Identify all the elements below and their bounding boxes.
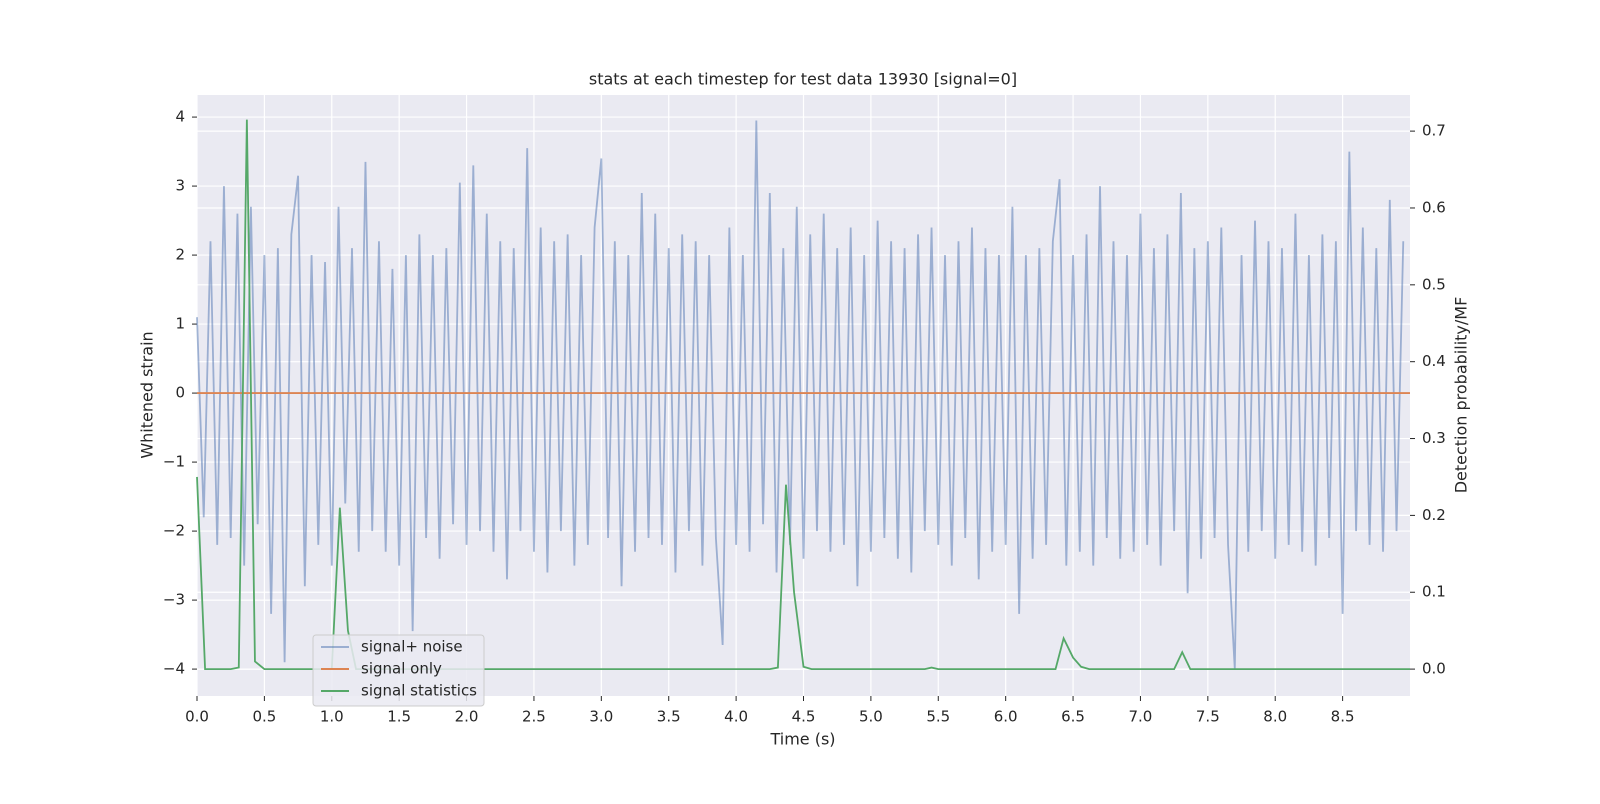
x-tick-label: 2.5 — [522, 708, 546, 726]
y2-tick-label: 0.5 — [1422, 275, 1446, 293]
y2-tick-label: 0.2 — [1422, 506, 1446, 524]
y-tick-label: −3 — [163, 591, 185, 609]
x-tick-label: 4.5 — [792, 708, 816, 726]
y2-tick-label: 0.4 — [1422, 352, 1446, 370]
x-tick-label: 6.5 — [1061, 708, 1085, 726]
x-tick-label: 7.0 — [1129, 708, 1153, 726]
legend-box — [312, 634, 485, 707]
y-tick-label: 4 — [175, 108, 185, 126]
x-tick-label: 5.5 — [926, 708, 950, 726]
y-tick-label: 2 — [175, 246, 185, 264]
x-tick-label: 1.0 — [320, 708, 344, 726]
y-tick-label: 1 — [175, 315, 185, 333]
y2-tick-label: 0.3 — [1422, 429, 1446, 447]
legend-label: signal only — [361, 660, 442, 678]
legend-label: signal+ noise — [361, 638, 463, 656]
y-tick-label: −2 — [163, 522, 185, 540]
y-tick-label: −1 — [163, 453, 185, 471]
x-tick-label: 8.5 — [1331, 708, 1355, 726]
x-tick-label: 1.5 — [387, 708, 411, 726]
y-axis-label: Whitened strain — [138, 331, 157, 458]
x-tick-label: 6.0 — [994, 708, 1018, 726]
y2-tick-label: 0.0 — [1422, 660, 1446, 678]
series-line — [196, 120, 1405, 670]
series-line — [196, 119, 1410, 671]
x-tick-label: 0.5 — [252, 708, 276, 726]
y2-tick-label: 0.7 — [1422, 122, 1446, 140]
y2-tick-label: 0.1 — [1422, 583, 1446, 601]
chart-title: stats at each timestep for test data 139… — [589, 70, 1017, 89]
x-tick-label: 8.0 — [1263, 708, 1287, 726]
y-tick-label: −4 — [163, 660, 185, 678]
x-tick-label: 4.0 — [724, 708, 748, 726]
x-tick-label: 7.5 — [1196, 708, 1220, 726]
x-axis-label: Time (s) — [769, 730, 835, 749]
x-tick-label: 3.0 — [589, 708, 613, 726]
x-tick-label: 0.0 — [185, 708, 209, 726]
y-tick-label: 0 — [175, 384, 185, 402]
legend-label: signal statistics — [361, 682, 477, 700]
x-tick-label: 2.0 — [455, 708, 479, 726]
x-tick-label: 3.5 — [657, 708, 681, 726]
y-tick-label: 3 — [175, 177, 185, 195]
y2-axis-label: Detection probability/MF — [1452, 297, 1471, 494]
x-tick-label: 5.0 — [859, 708, 883, 726]
y2-tick-label: 0.6 — [1422, 198, 1446, 216]
